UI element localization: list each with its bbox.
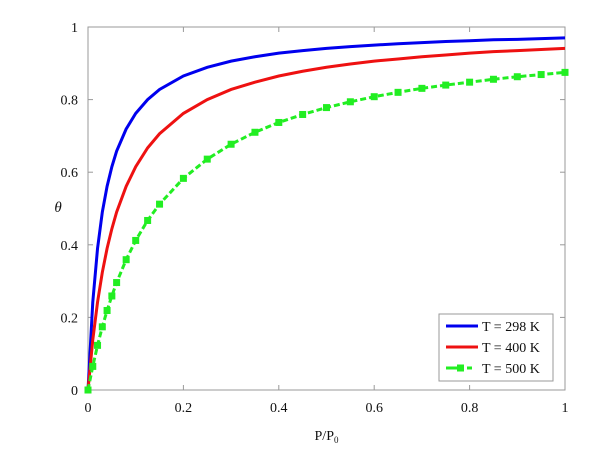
data-point-marker — [89, 362, 97, 370]
series-line-1 — [86, 46, 566, 391]
x-tick-label: 0.6 — [365, 401, 383, 416]
y-tick-label: 1 — [71, 21, 78, 36]
data-point-marker — [442, 81, 450, 89]
y-axis-label: θ — [54, 200, 62, 216]
legend: T = 298 K T = 400 K T = 500 K — [438, 313, 554, 382]
y-tick-label: 0.4 — [61, 239, 79, 254]
data-point-marker — [132, 236, 140, 244]
data-point-marker — [84, 386, 92, 394]
data-point-marker — [346, 98, 354, 106]
x-axis-label: P/P0 — [315, 429, 339, 445]
data-point-marker — [251, 128, 259, 136]
data-point-marker — [561, 68, 569, 76]
ticks: 0 0.2 0.4 0.6 0.8 1 0 0.2 0.4 0.6 0.8 1 — [61, 21, 569, 416]
data-point-marker — [394, 88, 402, 96]
series-line-0 — [86, 36, 566, 391]
data-point-marker — [227, 140, 235, 148]
data-point-marker — [489, 75, 497, 83]
y-tick-label: 0.8 — [61, 94, 79, 109]
data-point-marker — [98, 323, 106, 331]
x-axis-label-main: P/P — [315, 429, 335, 444]
data-point-marker — [156, 200, 164, 208]
data-point-marker — [94, 341, 102, 349]
legend-label: T = 298 K — [482, 320, 540, 335]
x-tick-label: 0.4 — [270, 401, 288, 416]
x-tick-label: 0 — [85, 401, 92, 416]
y-tick-label: 0.6 — [61, 166, 79, 181]
data-point-marker — [144, 216, 152, 224]
data-point-marker — [323, 104, 330, 112]
data-point-marker — [103, 307, 111, 315]
data-point-marker — [179, 174, 187, 182]
data-point-marker — [513, 73, 521, 81]
data-point-marker — [113, 279, 121, 287]
data-point-marker — [122, 256, 130, 264]
series-group — [84, 36, 569, 394]
data-point-marker — [418, 84, 426, 92]
legend-marker — [457, 364, 464, 372]
data-point-marker — [466, 78, 474, 86]
y-tick-label: 0.2 — [61, 311, 79, 326]
x-axis-label-subscript: 0 — [334, 435, 339, 445]
data-point-marker — [108, 292, 116, 300]
x-tick-label: 1 — [562, 401, 569, 416]
data-point-marker — [299, 110, 307, 118]
legend-label: T = 400 K — [482, 341, 540, 356]
data-point-marker — [537, 71, 545, 79]
data-point-marker — [203, 155, 211, 163]
legend-label: T = 500 K — [482, 362, 540, 377]
x-tick-label: 0.8 — [461, 401, 479, 416]
series-line-2 — [86, 70, 566, 391]
plot-frame — [87, 26, 566, 391]
data-point-marker — [275, 118, 283, 126]
x-tick-label: 0.2 — [175, 401, 193, 416]
data-point-marker — [370, 93, 378, 101]
y-tick-label: 0 — [71, 384, 78, 399]
